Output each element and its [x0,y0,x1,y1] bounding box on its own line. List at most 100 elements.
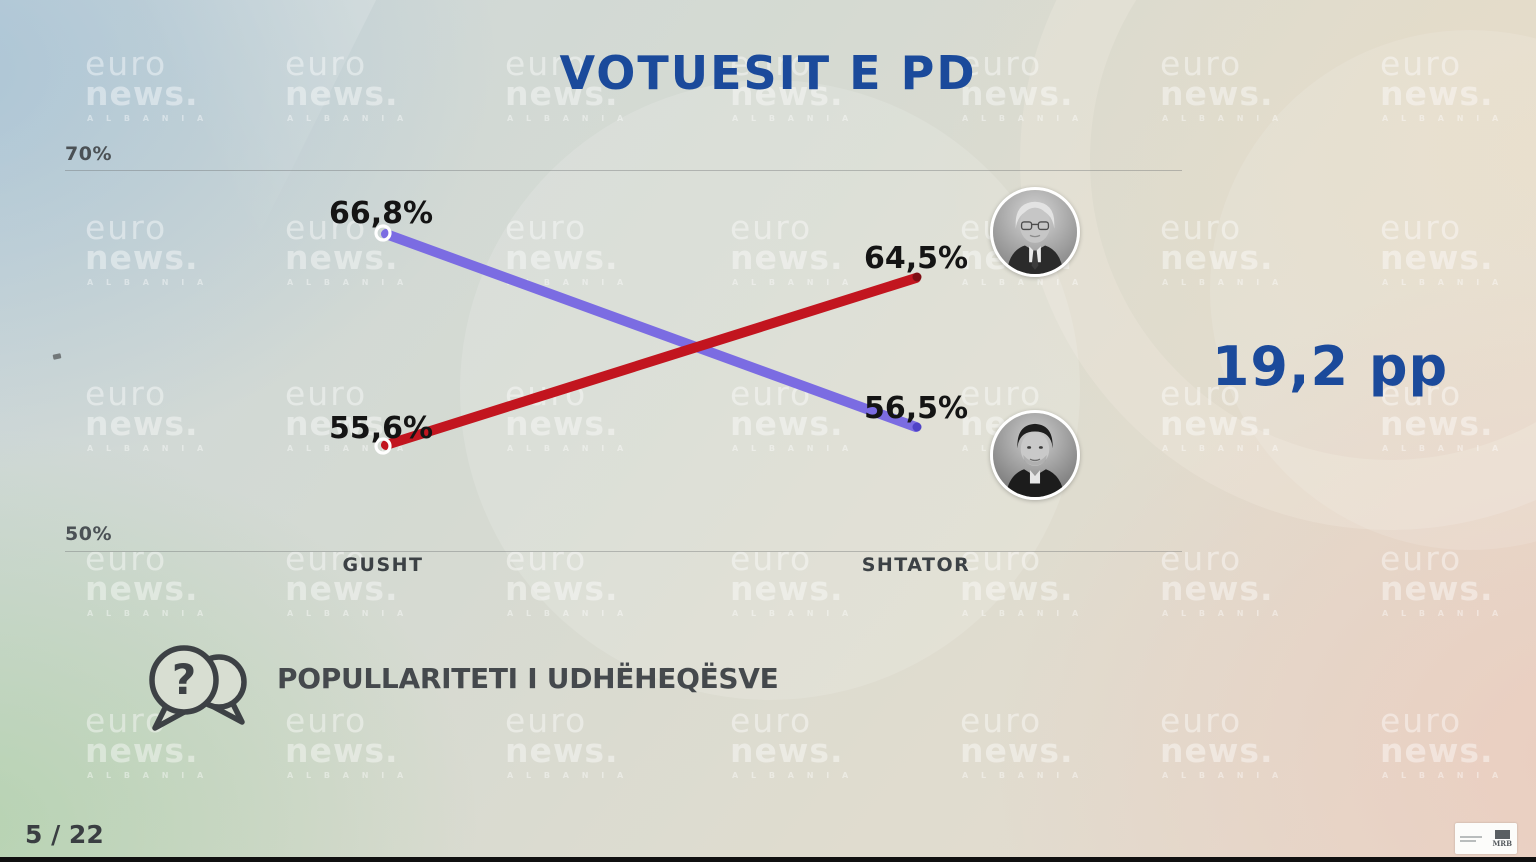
bottom-bar [0,857,1536,862]
decorative-circle [1210,30,1536,550]
euronews-watermark-line: A L B A N I A [87,277,209,287]
euronews-watermark-line: euro [85,539,168,578]
question-bubbles-icon: ? [149,645,247,731]
euronews-watermark-line: A L B A N I A [962,770,1084,780]
euronews-watermark-line: news. [85,569,199,609]
euronews-watermark-line: euro [960,701,1043,740]
page-counter: 5 / 22 [25,820,104,849]
euronews-watermark-line: A L B A N I A [507,770,629,780]
euronews-watermark-line: A L B A N I A [1382,113,1504,123]
euronews-watermark-line: A L B A N I A [507,443,629,453]
caption-title: POPULLARITETI I UDHËHEQËSVE [277,662,779,695]
euronews-watermark-line: news. [505,238,619,278]
leader-portrait-dark-hair [993,413,1077,497]
euronews-watermark-line: news. [285,238,399,278]
euronews-watermark-line: euro [1380,208,1463,247]
ytick-50: 50% [65,523,112,545]
euronews-watermark-line: news. [85,238,199,278]
euronews-watermark-line: euro [505,374,588,413]
question-mark-glyph: ? [172,655,196,704]
decorative-circle [460,80,1080,700]
euronews-watermark-line: news. [85,404,199,444]
euronews-watermark-line: A L B A N I A [507,113,629,123]
euronews-watermark-line: A L B A N I A [87,608,209,618]
euronews-watermark-line: A L B A N I A [732,443,854,453]
euronews-watermark-line: euro [730,208,813,247]
euronews-watermark-line: news. [505,731,619,771]
euronews-watermark-line: A L B A N I A [1162,770,1284,780]
euronews-watermark-line: news. [505,404,619,444]
euronews-watermark-line: A L B A N I A [287,113,409,123]
chart-title: VOTUESIT E PD [559,46,977,100]
euronews-watermark-line: A L B A N I A [287,770,409,780]
purple-line [381,229,921,432]
euronews-watermark-line: A L B A N I A [287,277,409,287]
euronews-watermark-line: euro [285,374,368,413]
euronews-watermark-line: A L B A N I A [732,770,854,780]
euronews-watermark-line: A L B A N I A [732,277,854,287]
euronews-watermark-line: A L B A N I A [1382,770,1504,780]
euronews-watermark-line: news. [505,569,619,609]
euronews-watermark-line: euro [730,539,813,578]
euronews-watermark-line: news. [730,569,844,609]
mrb-logo: MRB [1493,830,1512,847]
euronews-watermark-line: euro [505,701,588,740]
value-label-red-shtator: 64,5% [863,241,969,276]
euronews-watermark-line: euro [85,208,168,247]
euronews-watermark-line: A L B A N I A [507,608,629,618]
euronews-watermark-line: A L B A N I A [87,770,209,780]
source-badge: MRB [1455,823,1517,854]
euronews-watermark-line: news. [730,404,844,444]
euronews-watermark-line: A L B A N I A [1162,277,1284,287]
badge-fine-print [1460,835,1482,842]
euronews-watermark-line: news. [1380,569,1494,609]
euronews-watermark-line: news. [1160,404,1274,444]
change-annotation: 19,2 pp [1211,335,1449,398]
euronews-watermark-line: euro [1380,701,1463,740]
leader-photo-bottom [990,410,1080,500]
euronews-watermark-line: news. [285,569,399,609]
euronews-watermark-line: A L B A N I A [1162,443,1284,453]
euronews-watermark-line: A L B A N I A [732,113,854,123]
cursor-artifact [52,353,62,360]
euronews-watermark-line: A L B A N I A [962,608,1084,618]
euronews-watermark-line: A L B A N I A [962,113,1084,123]
euronews-watermark-line: A L B A N I A [1382,277,1504,287]
gridline-70 [65,170,1182,171]
leader-photo-top [990,187,1080,277]
euronews-watermark-line: news. [1380,238,1494,278]
euronews-watermark-line: A L B A N I A [962,277,1084,287]
gridline-50 [65,551,1182,552]
euronews-watermark-line: euro [730,374,813,413]
value-label-red-gusht: 55,6% [328,411,434,446]
mrb-logo-text: MRB [1492,839,1512,848]
euronews-watermark-line: euro [1160,539,1243,578]
euronews-watermark-line: A L B A N I A [87,113,209,123]
euronews-watermark-line: A L B A N I A [87,443,209,453]
euronews-watermark-line: news. [1160,731,1274,771]
euronews-watermark-line: euro [85,374,168,413]
euronews-watermark-line: A L B A N I A [1162,113,1284,123]
euronews-watermark-line: news. [960,569,1074,609]
ytick-70: 70% [65,143,112,165]
euronews-watermark-line: news. [1380,404,1494,444]
xcat-gusht: GUSHT [342,554,424,576]
euronews-watermark-line: A L B A N I A [287,608,409,618]
euronews-watermark-line: news. [285,731,399,771]
euronews-watermark-line: euro [285,701,368,740]
